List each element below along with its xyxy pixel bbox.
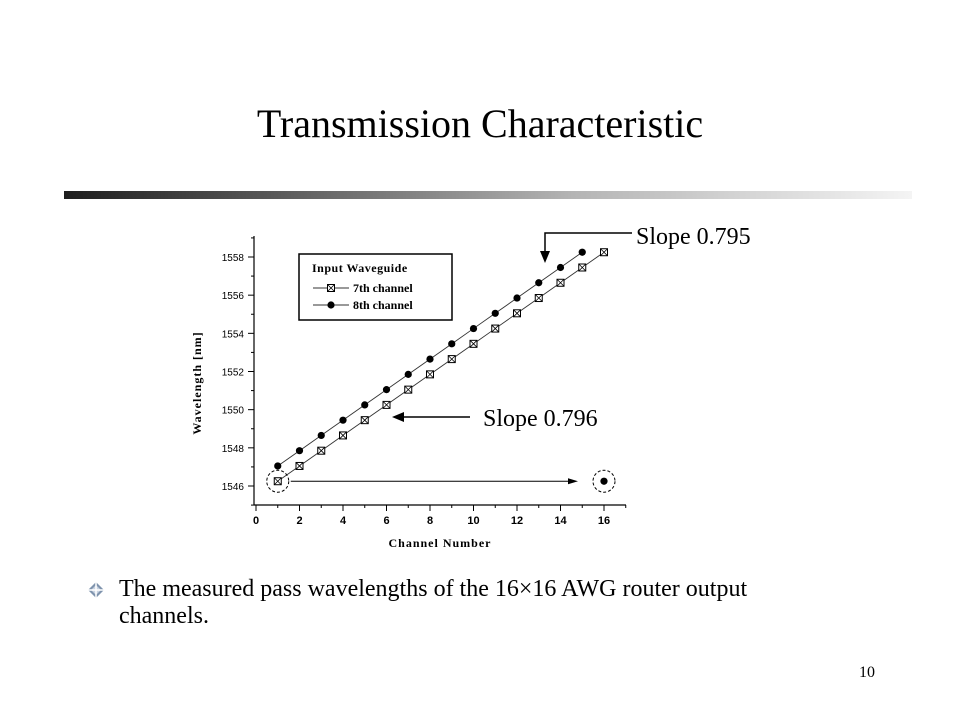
annotation-arrowhead-upper bbox=[540, 251, 550, 263]
data-point-8th-channel bbox=[317, 431, 325, 440]
x-tick-label: 10 bbox=[467, 515, 479, 527]
data-point-8th-channel bbox=[339, 416, 347, 424]
legend-box bbox=[298, 253, 453, 321]
data-point-7th-channel bbox=[273, 477, 282, 486]
data-point-7th-channel bbox=[578, 263, 587, 272]
data-point-7th-channel bbox=[600, 248, 608, 257]
y-tick-label: 1556 bbox=[222, 291, 245, 302]
legend-marker-8th-channel bbox=[327, 301, 335, 309]
y-tick-label: 1546 bbox=[222, 482, 245, 493]
data-point-8th-channel bbox=[556, 263, 565, 272]
x-tick-label: 4 bbox=[340, 515, 347, 527]
data-point-7th-channel bbox=[360, 416, 369, 425]
x-tick-label: 12 bbox=[511, 515, 523, 527]
data-point-7th-channel bbox=[469, 339, 478, 348]
legend-title: Input Waveguide bbox=[312, 261, 408, 275]
data-point-8th-channel bbox=[448, 340, 456, 348]
data-point-7th-channel bbox=[339, 431, 347, 440]
y-tick-label: 1550 bbox=[222, 406, 245, 417]
data-point-8th-channel bbox=[361, 401, 369, 409]
wraparound-arrowhead bbox=[568, 478, 578, 485]
x-axis-title: Channel Number bbox=[388, 536, 491, 550]
data-point-8th-channel bbox=[578, 248, 586, 256]
series-line-7th-channel bbox=[277, 251, 605, 482]
data-point-8th-channel bbox=[404, 370, 412, 378]
data-point-8th-channel bbox=[491, 309, 499, 317]
data-point-7th-channel bbox=[447, 355, 456, 364]
x-tick-label: 0 bbox=[253, 515, 259, 527]
data-point-8th-channel bbox=[535, 279, 543, 287]
data-point-7th-channel bbox=[404, 385, 413, 394]
data-point-8th-channel bbox=[274, 462, 282, 470]
data-point-7th-channel bbox=[382, 400, 391, 409]
wraparound-circle-start bbox=[266, 469, 290, 493]
y-tick-label: 1552 bbox=[222, 368, 245, 379]
data-point-8th-channel bbox=[513, 294, 521, 302]
data-point-8th-channel bbox=[426, 355, 434, 363]
slide-title: Transmission Characteristic bbox=[256, 101, 704, 146]
data-point-8th-channel bbox=[469, 324, 478, 333]
legend-marker-7th-channel bbox=[327, 284, 335, 292]
y-axis-title: Wavelength [nm] bbox=[190, 331, 204, 434]
x-tick-label: 16 bbox=[598, 515, 610, 527]
y-tick-label: 1554 bbox=[222, 329, 245, 340]
annotation-arrow-upper bbox=[544, 232, 632, 255]
page-number: 10 bbox=[859, 664, 875, 681]
data-point-7th-channel bbox=[317, 446, 326, 455]
data-point-7th-channel bbox=[513, 309, 521, 318]
x-tick-label: 14 bbox=[554, 515, 567, 527]
annotation-slope-lower: Slope 0.796 bbox=[483, 406, 598, 432]
data-point-7th-channel bbox=[556, 278, 565, 287]
annotation-slope-upper: Slope 0.795 bbox=[636, 224, 751, 250]
annotation-arrowhead-lower bbox=[392, 412, 404, 422]
legend-label-7th-channel: 7th channel bbox=[353, 281, 413, 295]
x-tick-label: 6 bbox=[383, 515, 389, 527]
data-point-7th-channel bbox=[295, 461, 304, 470]
data-point-7th-channel bbox=[426, 370, 434, 379]
data-point-7th-channel bbox=[534, 294, 543, 303]
data-point-8th-channel bbox=[382, 386, 391, 394]
legend-label-8th-channel: 8th channel bbox=[353, 298, 413, 312]
x-tick-label: 2 bbox=[296, 515, 302, 527]
y-tick-label: 1558 bbox=[222, 253, 245, 264]
x-tick-label: 8 bbox=[427, 515, 433, 527]
data-point-8th-channel bbox=[295, 447, 304, 455]
y-tick-label: 1548 bbox=[222, 444, 245, 455]
title-underline-bar bbox=[64, 191, 912, 199]
wraparound-circle-end bbox=[592, 469, 616, 493]
bullet-text: The measured pass wavelengths of the 16×… bbox=[119, 576, 748, 629]
bullet-diamond-icon bbox=[88, 582, 104, 598]
data-point-7th-channel bbox=[491, 324, 500, 333]
data-point-8th-channel bbox=[600, 477, 608, 485]
